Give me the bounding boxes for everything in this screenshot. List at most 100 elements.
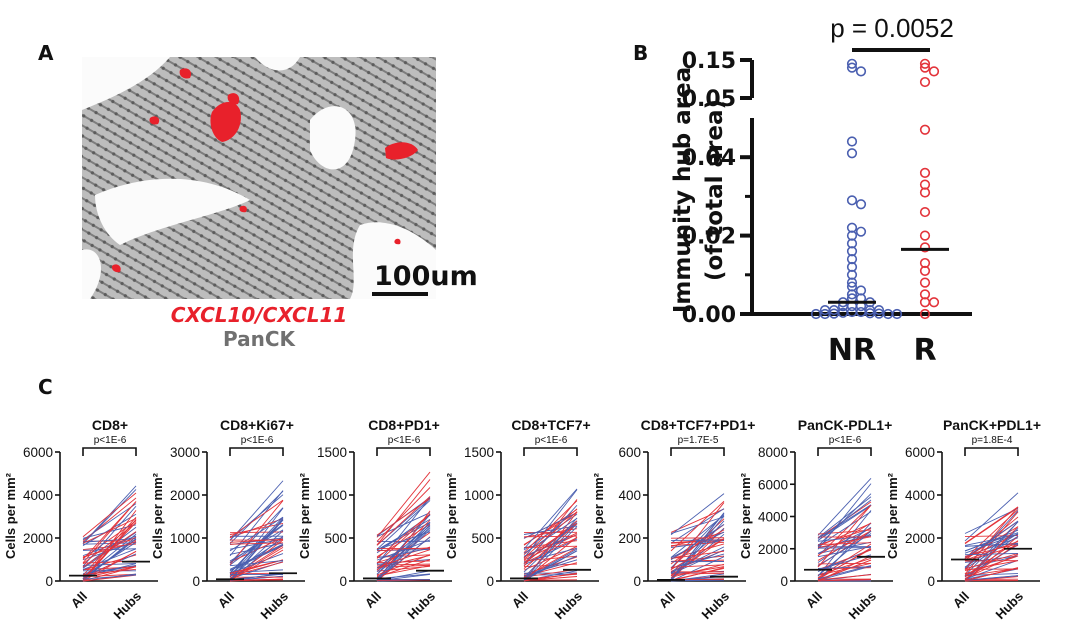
- paired-lines: [376, 471, 431, 582]
- y-axis: 0.00 0.02 0.04 0.05 0.15: [682, 49, 972, 328]
- x-category-label: All: [509, 589, 531, 611]
- paired-line: [523, 500, 578, 553]
- paired-line: [817, 522, 872, 547]
- paired-line: [670, 538, 725, 570]
- y-axis-title: Cells per mm²: [297, 472, 312, 559]
- data-points: [810, 58, 949, 320]
- y-tick-label: 0: [780, 574, 788, 589]
- subchart-4: CD8+TCF7+ p<1E-6 0 500 1000 1500 Cells per mm²…: [444, 417, 599, 622]
- significance-bracket: [817, 447, 872, 456]
- paired-line: [523, 517, 578, 554]
- y-tick-label: 0.00: [682, 303, 736, 328]
- paired-line: [817, 530, 872, 561]
- paired-line: [670, 502, 725, 571]
- y-axis-title: Immunity hub area (of total area): [670, 67, 728, 313]
- y-tick-label: 3000: [170, 445, 200, 460]
- paired-lines: [817, 477, 872, 582]
- paired-line: [82, 563, 137, 578]
- data-point-r: [919, 187, 931, 198]
- panel-c-letter: C: [38, 375, 53, 399]
- y-tick-label: 500: [471, 531, 494, 546]
- paired-line: [376, 560, 431, 564]
- y-tick-label: 4000: [905, 488, 935, 503]
- y-axis-title: Cells per mm²: [3, 472, 18, 559]
- paired-line: [964, 575, 1019, 581]
- paired-line: [964, 567, 1019, 581]
- paired-line: [670, 555, 725, 563]
- paired-line: [229, 538, 284, 550]
- paired-line: [523, 572, 578, 582]
- data-point-nr: [873, 304, 885, 316]
- y-tick-label: 6000: [758, 477, 788, 492]
- paired-line: [229, 559, 284, 574]
- x-category-label: All: [950, 589, 972, 611]
- y-tick-label: 4000: [23, 488, 53, 503]
- x-category-label: All: [68, 589, 90, 611]
- x-axis-labels: NR R: [828, 333, 937, 368]
- y-axis-title: Cells per mm²: [150, 472, 165, 559]
- paired-line: [670, 512, 725, 581]
- y-tick-label: 6000: [905, 445, 935, 460]
- subchart-6: PanCK-PDL1+ p<1E-6 0 2000 4000 6000 8000 Cells …: [738, 417, 893, 622]
- data-point-nr: [810, 308, 822, 320]
- x-category-label: Hubs: [405, 589, 439, 623]
- significance-bracket: [670, 447, 725, 456]
- y-axis-title: Cells per mm²: [738, 472, 753, 559]
- paired-line: [670, 538, 725, 577]
- paired-line: [82, 518, 137, 544]
- paired-line: [82, 505, 137, 567]
- y-tick-label: 6000: [23, 445, 53, 460]
- paired-line: [523, 550, 578, 581]
- subchart-title: CD8+TCF7+PD1+: [641, 417, 756, 433]
- paired-line: [229, 538, 284, 575]
- panel-b: B p = 0.0052 Immunity hub area (of total…: [633, 13, 972, 368]
- data-point-r: [919, 230, 931, 241]
- paired-line: [523, 489, 578, 559]
- y-tick-label: 2000: [905, 531, 935, 546]
- y-tick-label: 600: [618, 445, 641, 460]
- paired-lines: [82, 485, 137, 582]
- significance-bracket: [964, 447, 1019, 456]
- subchart-pvalue: p<1E-6: [388, 435, 421, 446]
- paired-line: [964, 526, 1019, 581]
- paired-line: [229, 549, 284, 581]
- data-point-r: [919, 242, 931, 253]
- y-tick-label: 1000: [464, 488, 494, 503]
- y-tick-label: 0: [192, 574, 200, 589]
- y-tick-label: 0: [486, 574, 494, 589]
- paired-lines: [229, 480, 284, 582]
- paired-line: [376, 471, 431, 538]
- paired-line: [82, 497, 137, 542]
- paired-line: [670, 493, 725, 536]
- significance-bracket: [523, 447, 578, 456]
- paired-line: [670, 516, 725, 535]
- data-point-nr: [846, 289, 858, 300]
- subchart-2: CD8+Ki67+ p<1E-6 0 1000 2000 3000 Cells per mm…: [150, 417, 305, 622]
- y-tick-label: 0.04: [682, 146, 736, 171]
- y-tick-label: 0.15: [682, 49, 736, 74]
- y-tick-label: 2000: [23, 531, 53, 546]
- y-tick-label: 1500: [317, 445, 347, 460]
- x-category-label: All: [803, 589, 825, 611]
- paired-line: [82, 568, 137, 575]
- x-category-label: Hubs: [993, 589, 1027, 623]
- paired-line: [376, 479, 431, 546]
- data-point-nr: [846, 277, 858, 288]
- paired-line: [817, 574, 872, 581]
- subchart-title: CD8+Ki67+: [220, 417, 294, 433]
- paired-line: [817, 477, 872, 536]
- data-point-nr: [855, 199, 867, 210]
- x-category-label: NR: [828, 333, 876, 368]
- paired-line: [82, 489, 137, 545]
- data-point-nr: [855, 66, 867, 77]
- paired-line: [964, 540, 1019, 577]
- paired-line: [82, 541, 137, 558]
- y-axis-title-line1: Immunity hub area: [670, 67, 696, 313]
- y-tick-label: 2000: [758, 542, 788, 557]
- y-tick-label: 0: [45, 574, 53, 589]
- paired-line: [523, 555, 578, 579]
- significance-bracket: [376, 447, 431, 456]
- data-point-r: [928, 297, 940, 308]
- x-category-label: Hubs: [111, 589, 145, 623]
- paired-line: [817, 504, 872, 568]
